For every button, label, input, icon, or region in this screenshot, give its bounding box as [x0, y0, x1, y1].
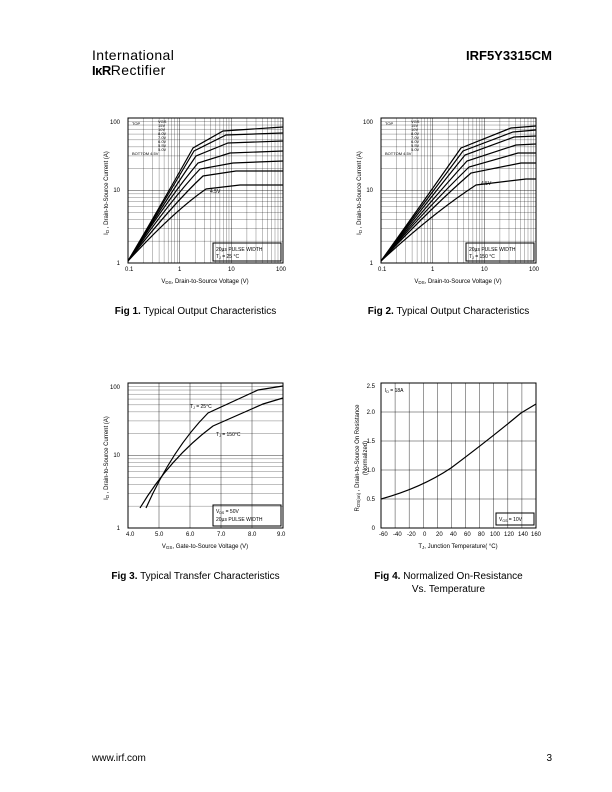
svg-text:10: 10	[228, 267, 235, 273]
svg-text:100: 100	[490, 532, 501, 538]
svg-text:ID , Drain-to-Source Current (: ID , Drain-to-Source Current (A)	[104, 417, 110, 501]
svg-text:20: 20	[436, 532, 443, 538]
logo-ior-mark: IκR	[92, 63, 111, 78]
svg-text:-60: -60	[379, 532, 388, 538]
svg-text:1: 1	[117, 261, 121, 267]
svg-text:1: 1	[431, 267, 435, 273]
svg-text:VGS = 10V: VGS = 10V	[499, 517, 523, 523]
fig4-block: ID = 18A VGS = 10V -60 -40 -20 0 20 40 60 80…	[345, 378, 552, 596]
svg-text:20µs PULSE WIDTH: 20µs PULSE WIDTH	[216, 517, 263, 523]
svg-text:TJ = 25 °C: TJ = 25 °C	[216, 254, 239, 260]
svg-text:10: 10	[481, 267, 488, 273]
svg-text:100: 100	[110, 120, 121, 126]
svg-text:0: 0	[423, 532, 427, 538]
svg-text:4.5V: 4.5V	[481, 181, 492, 187]
fig1-legend-top: TOP	[132, 121, 140, 126]
svg-text:0.1: 0.1	[125, 267, 134, 273]
svg-text:10: 10	[113, 188, 120, 194]
svg-text:10: 10	[113, 453, 120, 459]
fig1-caption: Fig 1. Typical Output Characteristics	[115, 305, 277, 318]
svg-text:-40: -40	[393, 532, 402, 538]
svg-text:1: 1	[370, 261, 374, 267]
svg-text:TJ = 150 °C: TJ = 150 °C	[469, 254, 495, 260]
svg-text:100: 100	[110, 385, 121, 391]
svg-text:VDS, Drain-to-Source Voltage (: VDS, Drain-to-Source Voltage (V)	[414, 279, 501, 285]
svg-text:RDS(on) , Drain-to-Source On: RDS(on) , Drain-to-Source On Resistance	[355, 404, 361, 512]
logo-line1: International	[92, 48, 174, 63]
svg-text:5.0: 5.0	[155, 532, 164, 538]
svg-text:0.1: 0.1	[378, 267, 387, 273]
svg-text:TOP: TOP	[385, 121, 393, 126]
fig3-chart: TJ = 25°C TJ = 150°C VDS = 50V 20µs PULS…	[98, 378, 293, 558]
fig1-block: TOP VGS 15V 10V 8.0V 7.0V 6.0V 5.5V 5.0V…	[92, 113, 299, 318]
svg-text:6.0: 6.0	[186, 532, 195, 538]
fig2-chart: TOP VGS 15V 10V 8.0V 7.0V 6.0V 5.5V 5.0V…	[351, 113, 546, 293]
svg-text:60: 60	[464, 532, 471, 538]
svg-text:TJ = 150°C: TJ = 150°C	[216, 432, 241, 438]
svg-text:VDS, Drain-to-Source Voltage (: VDS, Drain-to-Source Voltage (V)	[161, 279, 248, 285]
part-number: IRF5Y3315CM	[466, 48, 552, 63]
svg-text:5.0V: 5.0V	[411, 147, 420, 152]
svg-text:20µs PULSE WIDTH: 20µs PULSE WIDTH	[469, 247, 516, 253]
svg-text:ID , Drain-to-Source Current (: ID , Drain-to-Source Current (A)	[104, 152, 110, 236]
page-header: International IκRRectifier IRF5Y3315CM	[92, 48, 552, 77]
svg-text:BOTTOM 4.5V: BOTTOM 4.5V	[385, 151, 412, 156]
svg-text:80: 80	[478, 532, 485, 538]
fig4-caption: Fig 4. Normalized On-Resistance Vs. Temp…	[374, 570, 522, 596]
fig3-block: TJ = 25°C TJ = 150°C VDS = 50V 20µs PULS…	[92, 378, 299, 596]
svg-text:1: 1	[178, 267, 182, 273]
svg-text:120: 120	[504, 532, 515, 538]
svg-text:1: 1	[117, 526, 121, 532]
charts-grid: TOP VGS 15V 10V 8.0V 7.0V 6.0V 5.5V 5.0V…	[92, 113, 552, 596]
svg-text:100: 100	[363, 120, 374, 126]
svg-text:(Normalized): (Normalized)	[363, 441, 369, 475]
svg-text:VDS = 50V: VDS = 50V	[216, 509, 239, 515]
svg-text:2.0: 2.0	[367, 410, 376, 416]
svg-text:2.5: 2.5	[367, 384, 376, 390]
svg-text:-20: -20	[407, 532, 416, 538]
svg-text:TJ, Junction Temperature( °C): TJ, Junction Temperature( °C)	[418, 544, 497, 550]
fig2-caption: Fig 2. Typical Output Characteristics	[368, 305, 530, 318]
svg-text:VGS, Gate-to-Source Voltage (V: VGS, Gate-to-Source Voltage (V)	[162, 544, 248, 550]
svg-text:ID = 18A: ID = 18A	[385, 388, 404, 394]
footer-pagenum: 3	[546, 753, 552, 764]
svg-text:0.5: 0.5	[367, 497, 376, 503]
svg-text:0: 0	[372, 526, 376, 532]
svg-text:5.0V: 5.0V	[158, 147, 167, 152]
svg-text:140: 140	[518, 532, 529, 538]
svg-text:ID , Drain-to-Source Current (: ID , Drain-to-Source Current (A)	[357, 152, 363, 236]
svg-text:4.5V: 4.5V	[210, 189, 221, 195]
svg-text:9.0: 9.0	[277, 532, 286, 538]
logo-rectifier: Rectifier	[111, 62, 166, 78]
company-logo: International IκRRectifier	[92, 48, 174, 77]
svg-text:8.0: 8.0	[248, 532, 257, 538]
svg-text:100: 100	[276, 267, 287, 273]
fig3-caption: Fig 3. Typical Transfer Characteristics	[111, 570, 279, 583]
svg-text:10: 10	[366, 188, 373, 194]
svg-text:100: 100	[529, 267, 540, 273]
svg-text:160: 160	[531, 532, 542, 538]
svg-text:4.0: 4.0	[126, 532, 135, 538]
logo-line2: IκRRectifier	[92, 63, 174, 78]
fig4-chart: ID = 18A VGS = 10V -60 -40 -20 0 20 40 60 80…	[351, 378, 546, 558]
svg-text:40: 40	[450, 532, 457, 538]
fig2-block: TOP VGS 15V 10V 8.0V 7.0V 6.0V 5.5V 5.0V…	[345, 113, 552, 318]
fig1-chart: TOP VGS 15V 10V 8.0V 7.0V 6.0V 5.5V 5.0V…	[98, 113, 293, 293]
svg-text:20µs PULSE WIDTH: 20µs PULSE WIDTH	[216, 247, 263, 253]
svg-text:7.0: 7.0	[217, 532, 226, 538]
page-footer: www.irf.com 3	[92, 753, 552, 764]
svg-text:BOTTOM 4.5V: BOTTOM 4.5V	[132, 151, 159, 156]
footer-url: www.irf.com	[92, 753, 146, 764]
